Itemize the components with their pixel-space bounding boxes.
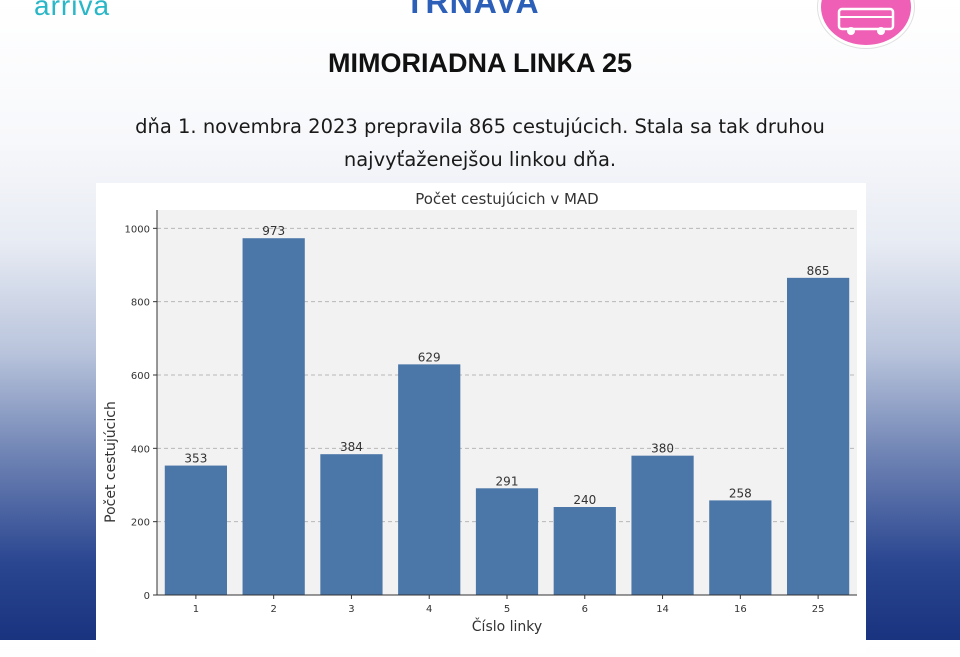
x-tick-label: 25	[812, 604, 825, 615]
chart-panel: 353 973 384 629 291 240 380 258 865 1 2 3 4 5 6 14 16 25…	[96, 183, 866, 653]
y-tick-label: 200	[131, 518, 150, 529]
bar	[398, 364, 461, 595]
x-axis-label: Číslo linky	[472, 617, 542, 635]
bars: 353 973 384 629 291 240 380 258 865	[164, 224, 850, 595]
page-subtitle: dňa 1. novembra 2023 prepravila 865 cest…	[0, 110, 960, 176]
data-label: 384	[340, 440, 363, 454]
bus-icon-graphic	[837, 7, 895, 35]
y-tick-label: 1000	[125, 224, 150, 235]
chart-title: Počet cestujúcich v MAD	[415, 190, 599, 208]
arriva-logo: arriva	[34, 0, 111, 21]
y-tick-label: 800	[131, 298, 150, 309]
bar	[164, 465, 227, 595]
data-label: 629	[418, 350, 441, 364]
bar	[631, 455, 694, 595]
data-label: 353	[184, 452, 207, 466]
x-tick-label: 2	[270, 604, 276, 615]
bar	[242, 238, 305, 595]
x-tick-label: 3	[348, 604, 354, 615]
bar	[320, 454, 383, 595]
data-label: 973	[262, 224, 285, 238]
city-logo: TRNAVA	[405, 0, 540, 20]
x-tick-label: 6	[582, 604, 588, 615]
y-tick-label: 600	[131, 371, 150, 382]
bar	[709, 500, 772, 595]
bar	[787, 277, 850, 595]
x-tick-label: 14	[656, 604, 669, 615]
y-tick-label: 400	[131, 444, 150, 455]
y-ticks: 0 200 400 600 800 1000	[125, 224, 157, 602]
subtitle-line-2: najvyťaženejšou linkou dňa.	[343, 148, 617, 171]
subtitle-line-1: dňa 1. novembra 2023 prepravila 865 cest…	[135, 115, 825, 138]
data-label: 380	[651, 442, 674, 456]
x-tick-label: 1	[193, 604, 199, 615]
x-tick-label: 16	[734, 604, 747, 615]
x-ticks: 1 2 3 4 5 6 14 16 25	[193, 595, 825, 615]
page-title: MIMORIADNA LINKA 25	[327, 48, 632, 78]
data-label: 240	[573, 493, 596, 507]
y-tick-label: 0	[144, 591, 150, 602]
x-tick-label: 5	[504, 604, 510, 615]
data-label: 258	[729, 486, 752, 500]
x-tick-label: 4	[426, 604, 432, 615]
bar-chart: 353 973 384 629 291 240 380 258 865 1 2 3 4 5 6 14 16 25…	[103, 190, 857, 635]
data-label: 865	[807, 264, 830, 278]
data-label: 291	[496, 474, 519, 488]
bus-icon	[818, 0, 914, 48]
y-axis-label: Počet cestujúcich	[103, 401, 119, 523]
bar	[553, 507, 616, 595]
bar	[475, 488, 539, 595]
